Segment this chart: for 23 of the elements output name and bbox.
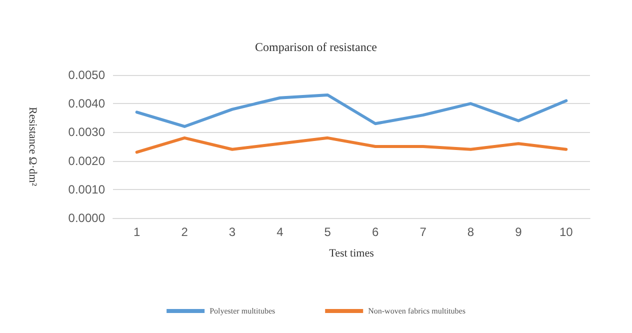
y-tick-label: 0.0010 xyxy=(68,182,106,196)
x-tick-label: 3 xyxy=(228,225,236,239)
x-tick-label: 10 xyxy=(559,225,574,239)
y-tick-label: 0.0050 xyxy=(68,68,106,82)
y-tick-label: 0.0030 xyxy=(68,125,106,140)
x-tick-label: 5 xyxy=(324,225,332,239)
x-tick-label: 7 xyxy=(420,225,427,239)
y-axis-title: Resistance Ω·dm² xyxy=(26,107,38,187)
y-tick-label: 0.0020 xyxy=(68,154,106,168)
x-axis-title: Test times xyxy=(329,248,374,260)
x-tick-label: 8 xyxy=(467,225,474,239)
line-series xyxy=(135,136,568,154)
x-tick-label: 9 xyxy=(515,225,522,239)
x-tick-label: 6 xyxy=(372,225,380,239)
legend-label: Polyester multitubes xyxy=(210,306,276,316)
legend-label: Non-woven fabrics multitubes xyxy=(368,306,466,316)
x-tick-label: 2 xyxy=(181,225,188,239)
line-series xyxy=(135,94,568,128)
chart-title: Comparison of resistance xyxy=(255,40,377,54)
y-tick-label: 0.0040 xyxy=(68,96,106,111)
x-tick-label: 4 xyxy=(276,225,284,239)
x-tick-label: 1 xyxy=(134,225,141,239)
y-tick-label: 0.0000 xyxy=(68,211,106,225)
